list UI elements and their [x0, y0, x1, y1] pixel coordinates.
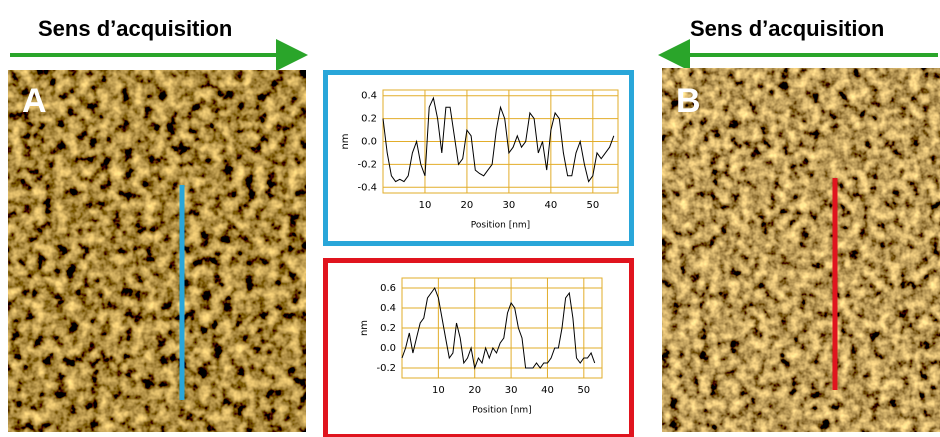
x-tick-label: 10	[419, 200, 432, 211]
x-tick-label: 30	[505, 385, 518, 396]
x-tick-label: 40	[541, 385, 554, 396]
x-axis-label: Position [nm]	[471, 221, 530, 231]
x-tick-label: 50	[586, 200, 599, 211]
heading: Sens d’acquisition	[690, 16, 884, 41]
x-axis-label: Position [nm]	[472, 406, 531, 416]
x-tick-label: 10	[432, 385, 445, 396]
y-tick-label: 0.4	[361, 91, 377, 102]
x-tick-label: 50	[577, 385, 590, 396]
y-tick-label: 0.2	[380, 323, 396, 334]
x-tick-label: 20	[468, 385, 481, 396]
heading: Sens d’acquisition	[38, 16, 232, 41]
profile-curve	[401, 286, 596, 370]
y-axis-label: nm	[359, 320, 370, 336]
y-tick-label: -0.4	[357, 182, 377, 193]
afm-texture	[8, 70, 306, 432]
y-tick-label: -0.2	[376, 363, 396, 374]
y-tick-label: 0.6	[380, 283, 396, 294]
x-tick-label: 40	[544, 200, 557, 211]
panel-label: A	[22, 82, 47, 120]
profile-curve	[382, 96, 615, 183]
y-tick-label: 0.0	[361, 137, 377, 148]
afm-texture	[662, 68, 940, 432]
y-axis-label: nm	[340, 133, 351, 149]
y-tick-label: 0.0	[380, 343, 396, 354]
x-tick-label: 20	[461, 200, 474, 211]
panel-label: B	[676, 82, 701, 120]
y-tick-label: -0.2	[357, 159, 377, 170]
y-tick-label: 0.4	[380, 303, 396, 314]
y-tick-label: 0.2	[361, 114, 377, 125]
x-tick-label: 30	[503, 200, 516, 211]
